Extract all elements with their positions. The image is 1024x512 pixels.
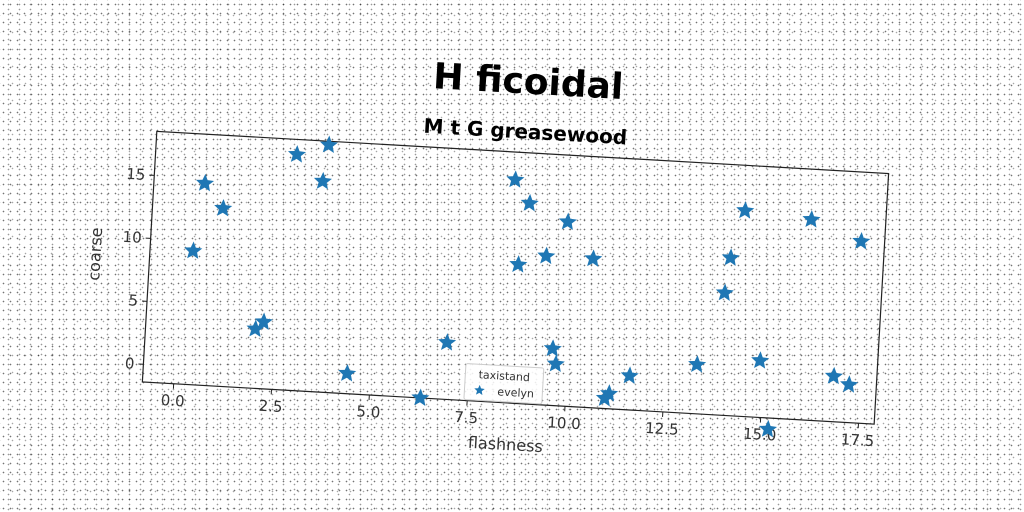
data-point-star xyxy=(319,135,338,154)
data-point-star xyxy=(584,249,603,267)
legend-star-icon xyxy=(474,384,485,395)
legend-title: taxistand xyxy=(478,368,530,384)
plot-area xyxy=(141,130,890,425)
data-point-star xyxy=(715,283,734,301)
data-point-star xyxy=(338,364,357,382)
x-axis-ticks: 0.0 2.5 5.0 7.5 10.0 12.5 15.0 17.5 xyxy=(160,383,875,450)
data-point-star xyxy=(620,366,639,384)
x-tick-label: 10.0 xyxy=(547,413,581,433)
data-point-star xyxy=(520,193,539,212)
legend-entry-label: evelyn xyxy=(497,385,534,400)
x-tick-label: 17.5 xyxy=(840,430,874,450)
legend-star-marker xyxy=(474,384,485,395)
chart-subtitle: M t G greasewood xyxy=(423,114,628,150)
data-point-star xyxy=(411,388,430,406)
data-point-star xyxy=(558,212,577,230)
chart-title: H ficoidal xyxy=(432,56,624,108)
data-point-star xyxy=(802,210,821,228)
data-point-star xyxy=(313,171,332,190)
data-point-star xyxy=(736,201,755,219)
data-point-star xyxy=(721,248,740,266)
chart-title-group: H ficoidal M t G greasewood xyxy=(423,56,628,150)
data-point-star xyxy=(537,246,556,265)
y-axis-ticks: 0 5 10 15 xyxy=(122,165,155,373)
data-point-star xyxy=(287,145,307,163)
data-point-star xyxy=(688,355,707,373)
data-point-star xyxy=(196,173,215,192)
y-axis-label: coarse xyxy=(84,227,106,281)
data-point-star xyxy=(184,241,203,259)
legend: taxistand evelyn xyxy=(463,363,545,405)
legend-box xyxy=(463,363,545,405)
x-axis-label: flashness xyxy=(467,433,543,456)
x-tick-label: 12.5 xyxy=(645,419,679,439)
x-tick-label: 0.0 xyxy=(160,391,185,410)
x-tick-label: 5.0 xyxy=(356,402,381,421)
x-tick-label: 7.5 xyxy=(454,408,479,427)
data-point-star xyxy=(840,375,859,393)
data-point-star xyxy=(546,354,565,373)
data-point-star xyxy=(254,312,273,330)
y-tick-label: 0 xyxy=(124,354,135,373)
data-point-star xyxy=(543,339,562,357)
data-point-star xyxy=(758,419,778,438)
data-point-star xyxy=(506,170,525,188)
data-point-star xyxy=(600,384,619,402)
x-tick-label: 2.5 xyxy=(258,397,283,416)
data-point-star xyxy=(438,333,457,351)
y-tick-label: 10 xyxy=(122,228,142,247)
data-point-star xyxy=(751,351,770,369)
data-point-star xyxy=(509,255,528,273)
y-tick-label: 15 xyxy=(126,165,146,184)
data-point-star xyxy=(824,366,843,385)
data-point-star xyxy=(246,319,265,338)
data-point-star xyxy=(852,231,871,250)
series-evelyn-markers xyxy=(184,135,871,438)
data-point-star xyxy=(214,198,233,217)
y-tick-label: 5 xyxy=(128,291,139,310)
